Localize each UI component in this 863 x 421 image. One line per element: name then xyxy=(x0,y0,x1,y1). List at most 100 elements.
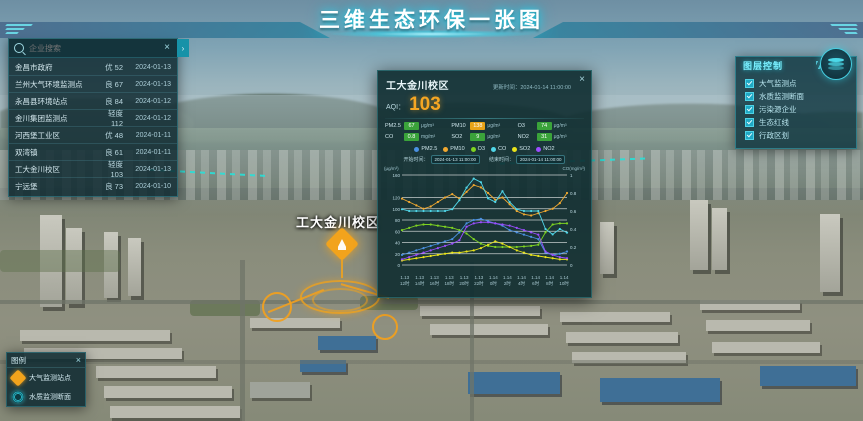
list-item[interactable]: 兰州大气环境监测点 良 67 2024-01-13 xyxy=(9,76,177,93)
list-item[interactable]: 宁远堡 良 73 2024-01-10 xyxy=(9,178,177,194)
pollutant-unit: μg/m³ xyxy=(487,123,501,129)
layer-item[interactable]: 生态红线 xyxy=(745,116,856,129)
warehouse-roof xyxy=(250,382,310,398)
legend-item-label: 大气监测站点 xyxy=(29,374,71,382)
chart-legend-item[interactable]: PM2.5 xyxy=(414,146,437,152)
chart-legend-item[interactable]: SO2 xyxy=(512,146,530,152)
item-date: 2024-01-11 xyxy=(135,148,171,156)
detail-header: 工大金川校区 更新时间：2024-01-14 11:00:00 xyxy=(378,71,591,94)
pollutant-name: NO2 xyxy=(517,134,529,140)
search-bar[interactable]: × xyxy=(9,39,177,58)
item-value: 优 52 xyxy=(105,62,123,72)
svg-text:0: 0 xyxy=(570,263,573,268)
list-item[interactable]: 河西堡工业区 优 48 2024-01-11 xyxy=(9,127,177,144)
x-tick-label: 1.14 6时 xyxy=(531,275,540,286)
legend-color-dot xyxy=(470,146,476,152)
x-tick-label: 1.13 20时 xyxy=(459,275,469,286)
checkbox-icon[interactable] xyxy=(745,131,754,140)
update-time: 更新时间：2024-01-14 11:00:00 xyxy=(492,85,571,91)
x-tick-label: 1.13 22时 xyxy=(474,275,484,286)
x-tick-label: 1.14 2时 xyxy=(503,275,512,286)
list-item[interactable]: 金川集团监测点 轻度 112 2024-01-12 xyxy=(9,109,177,128)
start-time-value[interactable]: 2024-01-13 11:00:00 xyxy=(430,155,480,164)
building-row xyxy=(566,332,678,343)
close-icon[interactable]: × xyxy=(164,42,170,53)
building-row xyxy=(96,366,216,378)
chart-legend-item[interactable]: PM10 xyxy=(443,146,465,152)
aqi-block: AQI： 103 xyxy=(378,94,591,116)
layer-label: 水质监测断面 xyxy=(759,92,804,101)
chart-legend-item[interactable]: NO2 xyxy=(536,146,555,152)
checkbox-icon[interactable] xyxy=(745,105,754,114)
date-range-controls[interactable]: 开始时间： 2024-01-13 11:00:00 结束时间： 2024-01-… xyxy=(378,155,591,167)
chart-legend[interactable]: PM2.5 PM10 O3 CO SO2 NO2 xyxy=(378,141,591,155)
status-badge: 9 xyxy=(470,133,486,141)
warehouse-roof xyxy=(600,378,720,402)
timeseries-chart[interactable]: (μg/m³) CO(mg/m³) 0 20 40 60 80 100 120 160 0 0.2… xyxy=(382,166,587,275)
chart-legend-item[interactable]: O3 xyxy=(470,146,485,152)
search-panel[interactable]: × › 金昌市政府 优 52 2024-01-13 兰州大气环境监测点 良 67… xyxy=(8,38,189,197)
legend-panel[interactable]: 图例 × 大气监测站点 水质监测断面 xyxy=(6,352,86,407)
start-time-label: 开始时间： xyxy=(403,157,429,163)
list-item[interactable]: 金昌市政府 优 52 2024-01-13 xyxy=(9,59,177,76)
close-icon[interactable]: × xyxy=(75,354,81,365)
legend-color-dot xyxy=(414,146,420,152)
svg-text:1: 1 xyxy=(570,173,573,178)
checkbox-icon[interactable] xyxy=(745,92,754,101)
status-badge: 138 xyxy=(470,122,486,130)
panel-collapse-toggle[interactable]: › xyxy=(177,39,189,57)
building xyxy=(40,215,62,307)
layer-item[interactable]: 水质监测断面 xyxy=(745,90,856,103)
pollutant-item: PM10 138 μg/m³ xyxy=(451,122,517,130)
x-tick-label: 1.13 14时 xyxy=(414,275,425,286)
svg-text:0.4: 0.4 xyxy=(570,227,577,232)
layer-control-panel[interactable]: 图层控制 大气监测点 水质监测断面 污染源企业 生态红线 行政区划 xyxy=(735,48,857,149)
end-time-picker[interactable]: 结束时间： 2024-01-14 11:00:00 xyxy=(489,155,566,164)
layers-icon[interactable] xyxy=(820,48,852,80)
item-value: 轻度 103 xyxy=(108,160,123,179)
warehouse-roof xyxy=(760,366,856,386)
checkbox-icon[interactable] xyxy=(745,118,754,127)
pollutant-name: CO xyxy=(385,134,394,140)
ring-marker-icon xyxy=(12,390,24,403)
list-item[interactable]: 永昌县环境站点 良 84 2024-01-12 xyxy=(9,93,177,110)
legend-color-dot xyxy=(491,146,497,152)
item-value: 良 84 xyxy=(105,96,123,106)
layer-item[interactable]: 污染源企业 xyxy=(745,103,856,116)
legend-item: 水质监测断面 xyxy=(7,387,85,406)
station-detail-panel[interactable]: 工大金川校区 更新时间：2024-01-14 11:00:00 × AQI： 1… xyxy=(377,70,592,298)
item-value: 优 48 xyxy=(105,130,123,140)
item-name: 金川集团监测点 xyxy=(15,113,68,123)
chart-legend-item[interactable]: CO xyxy=(491,146,506,152)
list-item[interactable]: 工大金川校区 轻度 103 2024-01-13 xyxy=(9,160,177,179)
aqi-value: 103 xyxy=(409,94,441,115)
layer-item[interactable]: 行政区划 xyxy=(745,129,856,142)
item-name: 河西堡工业区 xyxy=(15,130,60,140)
layer-item[interactable]: 大气监测点 xyxy=(745,77,856,90)
legend-title: 图例 xyxy=(11,355,26,365)
chart-x-axis: 1.13 12时 1.13 14时 1.13 16时 1.13 18时 1.13 20时… xyxy=(382,275,587,286)
building-row xyxy=(250,318,340,328)
close-icon[interactable]: × xyxy=(579,74,585,85)
search-input[interactable] xyxy=(24,42,163,54)
layer-label: 行政区划 xyxy=(759,131,789,140)
warehouse-roof xyxy=(318,336,376,350)
building-row xyxy=(20,330,170,341)
layer-label: 大气监测点 xyxy=(759,79,797,88)
item-name: 金昌市政府 xyxy=(15,62,53,72)
list-item[interactable]: 双湾镇 良 61 2024-01-11 xyxy=(9,144,177,161)
status-badge: 67 xyxy=(404,122,419,130)
legend-item-label: 水质监测断面 xyxy=(29,393,71,401)
chart-unit-left: (μg/m³) xyxy=(384,166,399,171)
road xyxy=(0,360,863,364)
map-marker-label: 工大金川校区 xyxy=(296,215,381,230)
end-time-label: 结束时间： xyxy=(489,157,515,163)
building-row xyxy=(110,406,240,418)
start-time-picker[interactable]: 开始时间： 2024-01-13 11:00:00 xyxy=(404,155,480,164)
end-time-value[interactable]: 2024-01-14 11:00:00 xyxy=(516,155,566,164)
item-value: 良 73 xyxy=(105,181,123,191)
checkbox-icon[interactable] xyxy=(745,79,754,88)
pollutant-name: PM10 xyxy=(451,123,466,129)
building-row xyxy=(24,348,182,359)
legend-label: SO2 xyxy=(519,146,531,152)
